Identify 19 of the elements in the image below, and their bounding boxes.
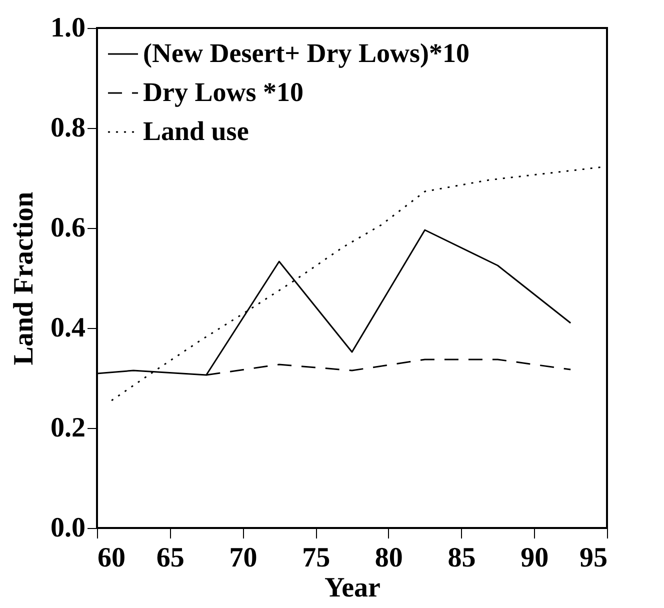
y-tick-label: 1.0 <box>50 12 86 44</box>
y-tick-label: 0.8 <box>50 112 86 144</box>
x-tick-label: 85 <box>448 542 476 574</box>
x-tick-label: 70 <box>229 542 258 574</box>
x-tick-label: 75 <box>302 542 330 574</box>
x-tick-label: 65 <box>156 542 184 574</box>
y-axis-title: Land Fraction <box>8 191 40 366</box>
x-tick-label: 60 <box>98 542 126 574</box>
y-tick-label: 0.2 <box>50 412 86 444</box>
y-tick-label: 0.0 <box>50 512 86 544</box>
x-tick-label: 90 <box>520 542 549 574</box>
legend-label: Dry Lows *10 <box>143 77 304 107</box>
x-tick-label: 95 <box>580 542 608 574</box>
x-axis-title: Year <box>324 572 380 604</box>
y-tick-label: 0.4 <box>50 312 86 344</box>
y-tick-label: 0.6 <box>50 212 86 244</box>
x-tick-label: 80 <box>374 542 403 574</box>
legend-label: (New Desert+ Dry Lows)*10 <box>143 38 470 68</box>
legend-label: Land use <box>143 116 249 146</box>
